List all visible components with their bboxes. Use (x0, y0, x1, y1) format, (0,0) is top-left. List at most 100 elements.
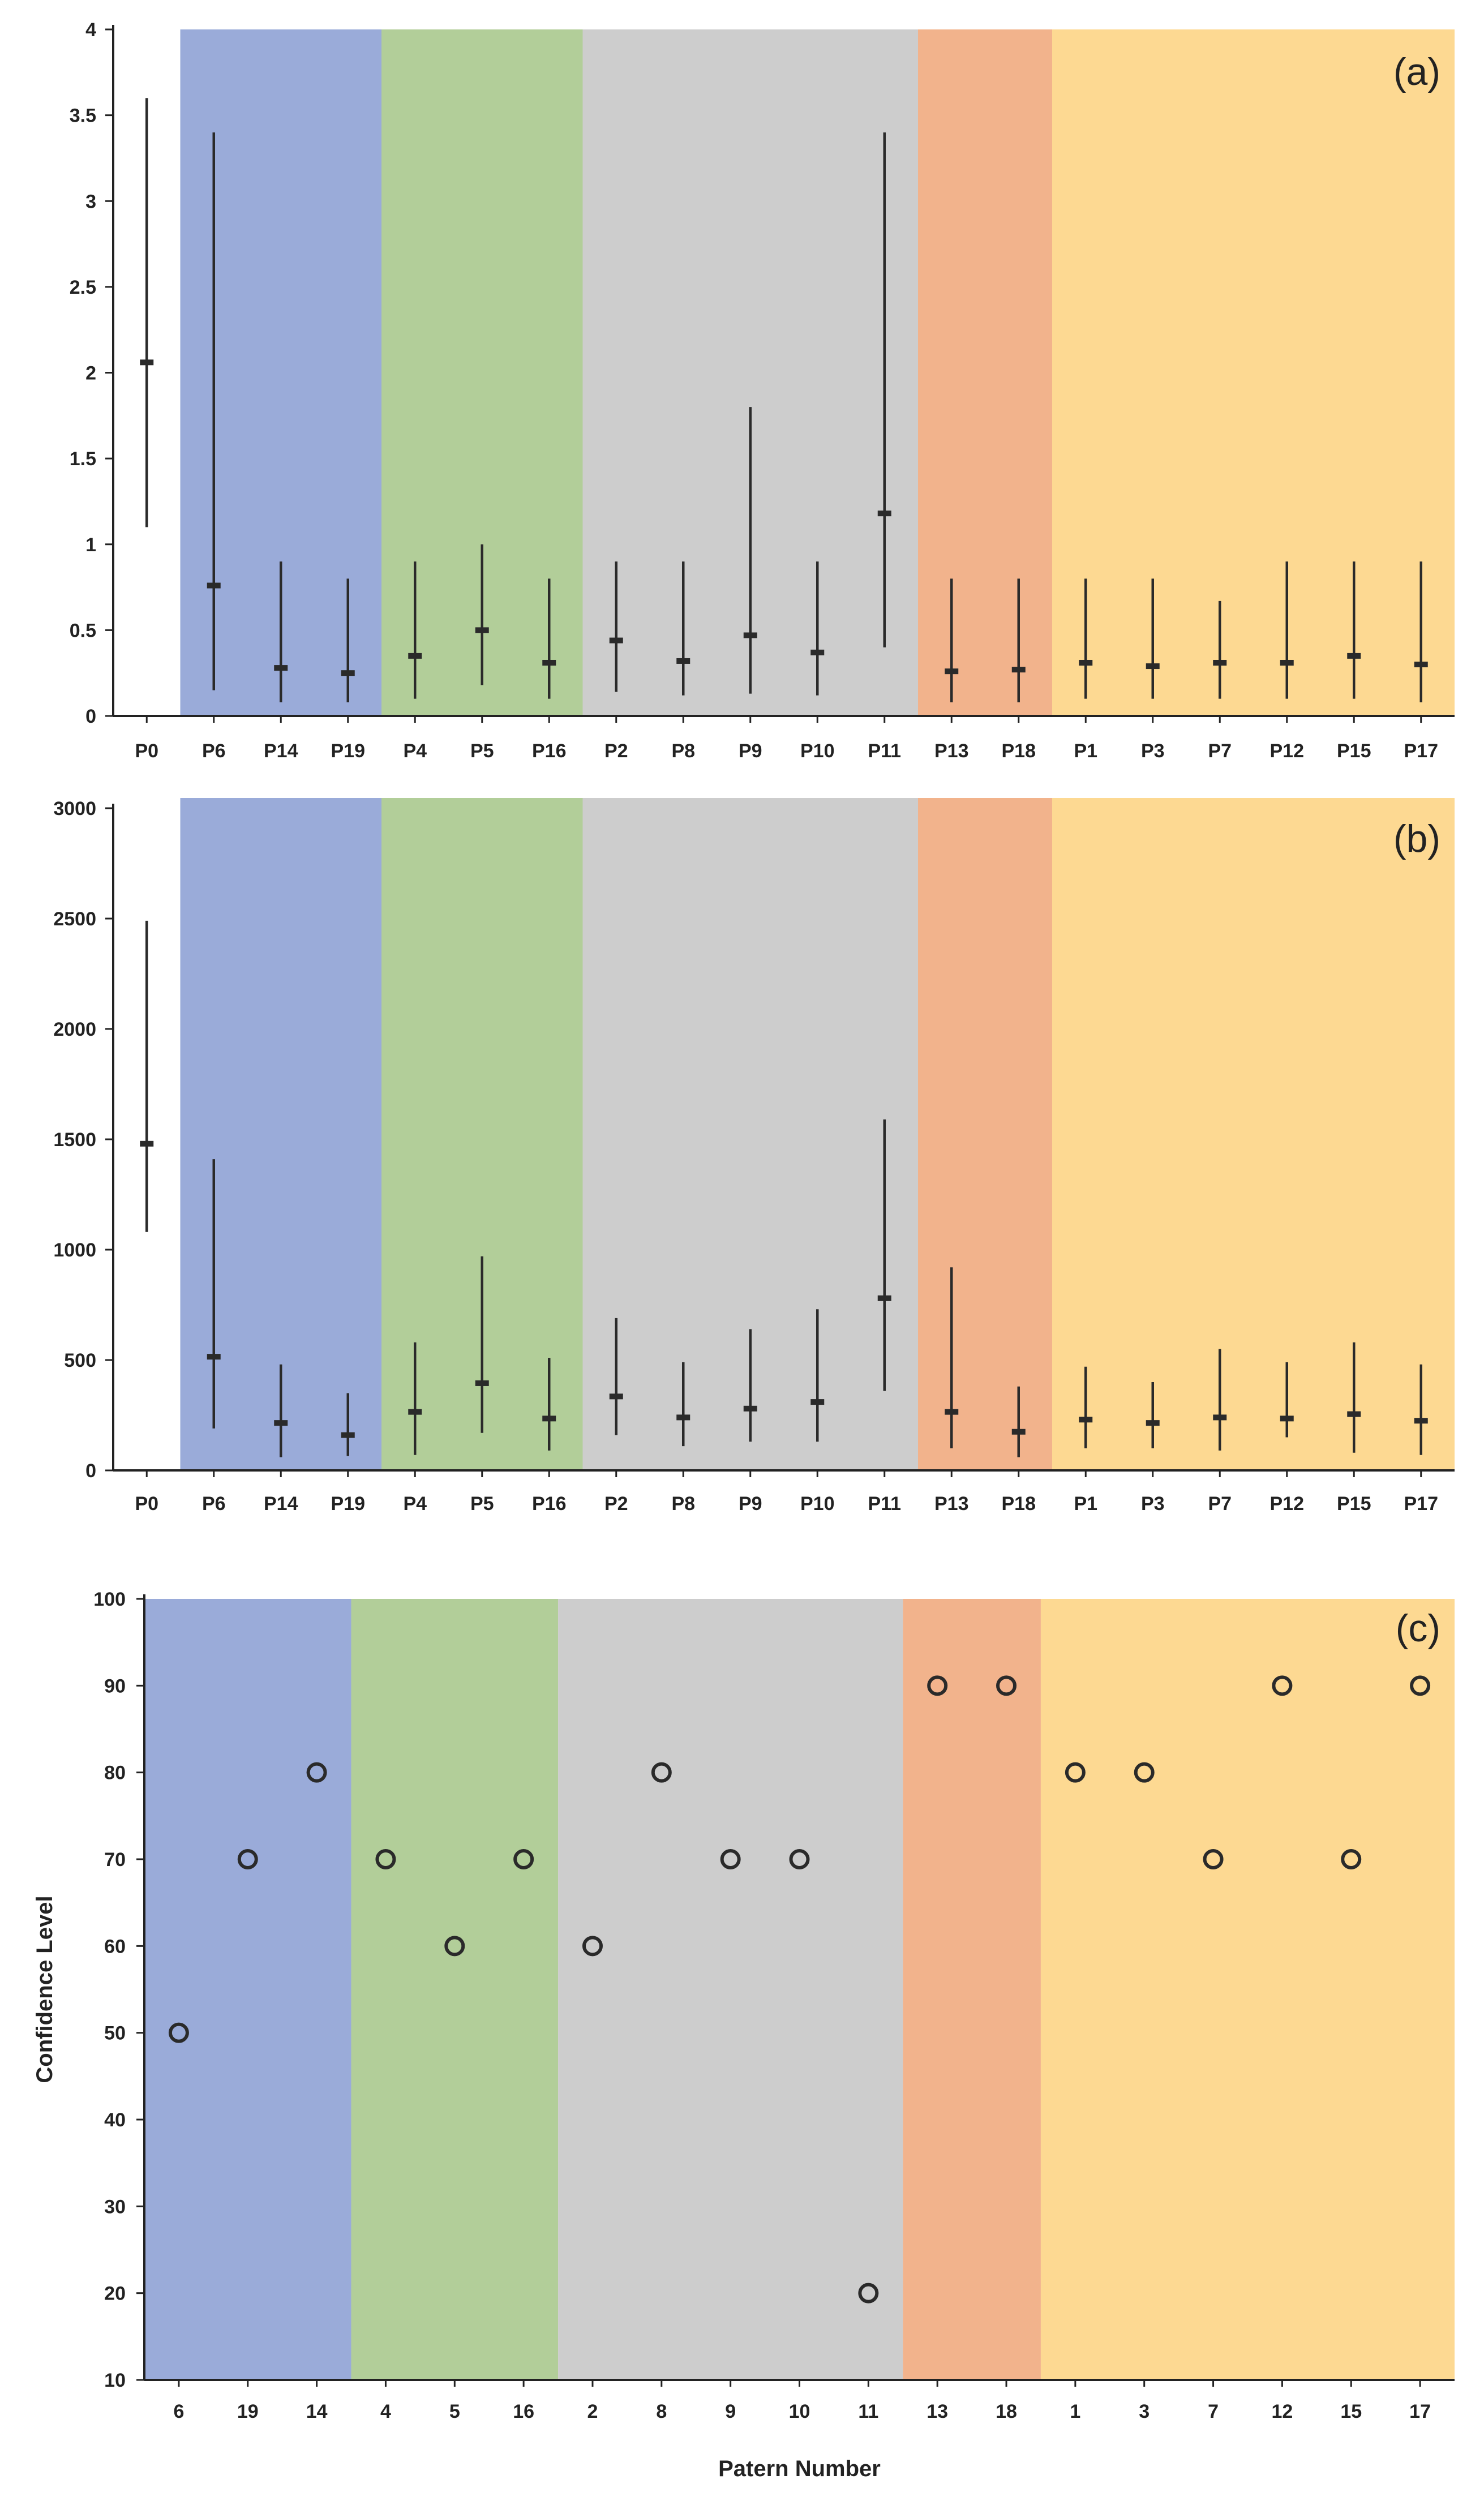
error-bar-center (341, 1432, 355, 1438)
y-tick-label: 1 (85, 534, 96, 556)
error-bar-center (475, 1380, 489, 1386)
group-band-1 (144, 1599, 351, 2380)
error-bar-center (810, 649, 825, 655)
x-tick-label: P5 (470, 740, 494, 762)
error-bar-center (207, 1354, 221, 1360)
x-tick-label: 3 (1139, 2401, 1150, 2422)
x-tick-label: 14 (306, 2401, 328, 2422)
y-tick-label: 500 (64, 1350, 96, 1371)
x-tick-label: P9 (739, 1493, 762, 1515)
x-tick-label: 10 (789, 2401, 810, 2422)
error-bar-center (475, 627, 489, 633)
x-tick-label: P3 (1141, 740, 1165, 762)
group-band-2 (351, 1599, 559, 2380)
group-band-4 (903, 1599, 1041, 2380)
data-point (306, 1762, 327, 1783)
error-bar-center (207, 582, 221, 589)
data-point (582, 1936, 603, 1957)
error-bar-center (1414, 662, 1428, 668)
data-point (375, 1849, 396, 1869)
group-band-4 (918, 29, 1052, 716)
error-bar-center (945, 668, 959, 675)
error-bar-center (743, 1405, 757, 1412)
x-tick-label: 17 (1409, 2401, 1431, 2422)
error-bar-center (877, 511, 891, 517)
error-bar-center (743, 632, 757, 638)
x-tick-label: P0 (135, 1493, 158, 1515)
y-tick-label: 100 (93, 1589, 126, 1610)
x-tick-label: P5 (470, 1493, 494, 1515)
y-tick-label: 0 (85, 1460, 96, 1482)
x-tick-label: P2 (604, 1493, 628, 1515)
error-bar-center (1146, 1420, 1160, 1426)
x-tick-label: P17 (1404, 740, 1439, 762)
x-tick-label: P6 (202, 740, 226, 762)
y-tick-label: 2 (85, 363, 96, 384)
x-tick-label: 9 (725, 2401, 736, 2422)
data-point (513, 1849, 534, 1869)
x-tick-label: P15 (1337, 740, 1371, 762)
x-tick-label: 8 (656, 2401, 667, 2422)
x-tick-label: P4 (403, 1493, 427, 1515)
y-tick-label: 4 (85, 19, 96, 41)
y-tick-label: 80 (104, 1762, 126, 1784)
error-bar-center (274, 1420, 288, 1426)
y-tick-label: 1.5 (70, 448, 96, 470)
y-tick-label: 2500 (53, 908, 96, 930)
error-bar-center (408, 1409, 422, 1415)
error-bar-center (676, 1414, 690, 1421)
error-bar-center (1280, 659, 1294, 666)
error-bar-center (1280, 1416, 1294, 1422)
x-tick-label: 1 (1070, 2401, 1080, 2422)
x-tick-label: P10 (800, 740, 835, 762)
x-tick-label: 2 (587, 2401, 598, 2422)
data-point (996, 1675, 1017, 1696)
error-bar-center (1011, 1429, 1026, 1435)
error-bar-center (1079, 1417, 1093, 1423)
y-tick-label: 60 (104, 1936, 126, 1957)
y-tick-label: 10 (104, 2370, 126, 2391)
error-bar-center (1414, 1418, 1428, 1424)
x-tick-label: P4 (403, 740, 427, 762)
data-point (1410, 1675, 1431, 1696)
error-bar-center (542, 659, 556, 666)
y-tick-label: 0 (85, 706, 96, 727)
panel-label: (b) (1393, 817, 1440, 860)
error-bar-center (140, 1140, 154, 1147)
x-tick-label: P6 (202, 1493, 226, 1515)
panel-a-chart: 0 0.5 1 1.5 2 2.5 3 3.5 4 P0 P6 P14 P19 P4 P5 P16 P2 P8 P9… (70, 19, 1455, 762)
y-tick-label: 50 (104, 2023, 126, 2044)
group-band-5 (1052, 29, 1455, 716)
error-bar-center (542, 1416, 556, 1422)
x-tick-label: P0 (135, 740, 158, 762)
x-tick-label: P7 (1208, 740, 1232, 762)
x-tick-label: P14 (264, 1493, 298, 1515)
y-tick-label: 3.5 (70, 105, 96, 127)
y-tick-label: 30 (104, 2196, 126, 2217)
x-tick-label: 5 (449, 2401, 460, 2422)
panel-b-chart: 0 500 1000 1500 2000 2500 3000 P0 P6 P14 P19 P4 P5 P1… (53, 798, 1455, 1515)
y-tick-label: 0.5 (70, 620, 96, 641)
data-point (651, 1762, 672, 1783)
x-tick-label: 7 (1208, 2401, 1219, 2422)
x-tick-label: 19 (237, 2401, 259, 2422)
x-tick-label: 6 (173, 2401, 184, 2422)
group-band-4 (918, 798, 1052, 1470)
x-tick-label: P16 (532, 740, 567, 762)
x-tick-label: P10 (800, 1493, 835, 1515)
y-tick-label: 3 (85, 191, 96, 212)
x-tick-label: P18 (1002, 1493, 1036, 1515)
error-bar-center (1213, 1414, 1227, 1421)
data-point (720, 1849, 741, 1869)
error-bar-center (1146, 663, 1160, 670)
x-tick-label: P19 (331, 1493, 366, 1515)
y-tick-label: 20 (104, 2283, 126, 2305)
x-axis-title: Patern Number (718, 2456, 881, 2481)
error-bar-center (140, 359, 154, 366)
panel-label: (a) (1393, 50, 1440, 93)
x-tick-label: P11 (868, 1493, 901, 1515)
x-tick-label: P9 (739, 740, 762, 762)
x-tick-label: P15 (1337, 1493, 1371, 1515)
error-bar-center (676, 658, 690, 664)
